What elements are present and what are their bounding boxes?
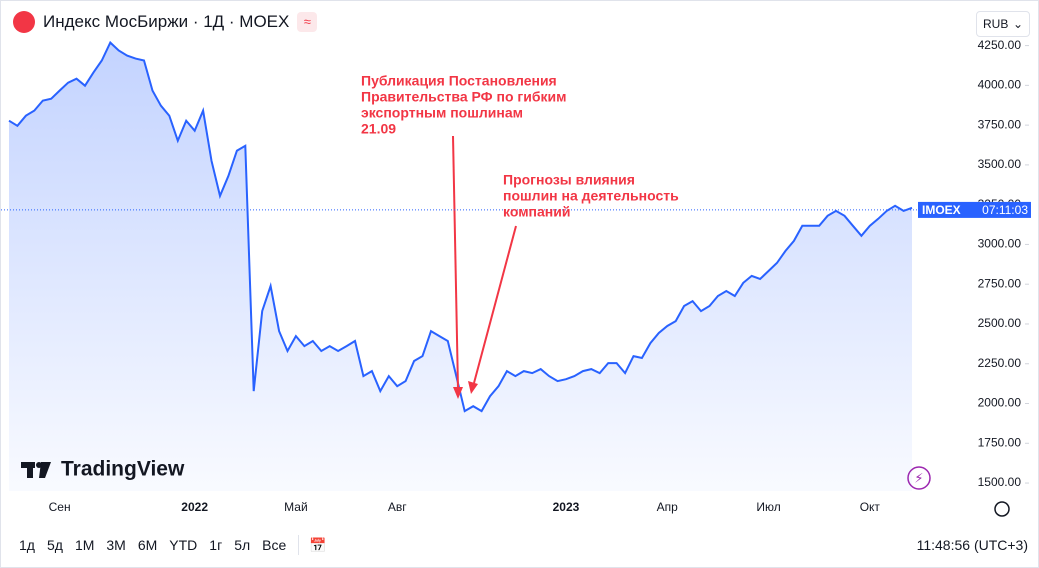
arrow-head [468,381,478,394]
y-tick-label: 2000.00 [978,396,1022,410]
separator [298,535,300,555]
range-button[interactable]: 6М [137,537,158,553]
logo-mark [27,462,33,478]
y-tick-label: 2750.00 [978,276,1022,290]
settings-button[interactable] [994,501,1010,517]
header: Индекс МосБиржи · 1Д · MOEX ≈ [13,11,318,33]
logo-text: TradingView [61,458,185,481]
annotation: Публикация Постановления [361,73,557,89]
price-line [8,40,913,413]
x-tick-label: Июл [756,500,780,514]
symbol-logo [13,11,35,33]
x-tick-label: 2023 [553,500,580,514]
y-tick-label: 3500.00 [978,157,1022,171]
arrow-head [453,387,463,399]
chart: TradingView ⚡ 1500.00 1750.00 2000.00 2250.… [1,38,1031,517]
y-tick-label: 1750.00 [978,435,1022,449]
clock: 11:48:56 (UTC+3) [916,537,1028,553]
range-buttons: 1д 5д 1М 3М 6М YTD 1г 5л Все [15,534,290,556]
annotation: 21.09 [361,121,396,137]
arrow [452,135,459,390]
bottom-toolbar: 1д 5д 1М 3М 6М YTD 1г 5л Все 📅 11:48:56 (UTC+3) [1,531,1038,559]
tradingview-logo: TradingView [21,458,185,481]
x-tick-label: Сен [49,500,71,514]
range-button[interactable]: 1М [74,537,95,553]
currency: RUB [983,17,1009,31]
y-tick-label: 2500.00 [978,316,1022,330]
annotation: экспортным пошлинам [361,105,523,121]
dropdown-icon: ⌄ [1012,17,1023,31]
logo-mark [39,462,51,478]
annotation: пошлин на деятельность [503,188,679,204]
range-button[interactable]: 1д [19,537,35,553]
date-range-icon[interactable]: 📅 [309,536,327,553]
range-button[interactable]: YTD [169,537,198,553]
y-tick-label: 2250.00 [978,356,1022,370]
annotation: компаний [503,204,570,220]
annotation: Правительства РФ по гибким [361,89,566,105]
symbol-title: Индекс МосБиржи · 1Д · MOEX [43,12,290,31]
y-tick-label: 4250.00 [978,38,1022,52]
annotation-arrows [452,135,517,399]
range-button[interactable]: 5д [46,537,63,553]
range-button[interactable]: 1г [209,537,223,553]
x-tick-label: Апр [657,500,679,514]
y-tick-label: 4000.00 [978,78,1022,92]
range-button[interactable]: 5л [234,537,251,553]
arrow [473,225,517,384]
x-tick-label: 2022 [181,500,208,514]
annotation: Прогнозы влияния [503,172,635,188]
x-tick-label: Май [284,500,308,514]
last-price-tag [918,201,1031,218]
compare-button[interactable]: ≈ [297,12,318,32]
lightning-icon[interactable]: ⚡ [914,470,923,485]
logo-mark [36,462,42,468]
y-tick-label: 3000.00 [978,237,1022,251]
area-fill [9,42,912,491]
y-tick-label: 3750.00 [978,117,1022,131]
x-tick-label: Авг [388,500,407,514]
y-tick-label: 1500.00 [978,475,1022,489]
lightning-button[interactable] [907,466,931,490]
range-button[interactable]: Все [262,537,287,553]
last-price-name: IMOEX [922,203,961,217]
x-tick-label: Окт [860,500,881,514]
countdown: 07:11:03 [982,203,1028,217]
range-button[interactable]: 3М [106,537,126,553]
currency-select[interactable]: RUB ⌄ [976,11,1030,37]
